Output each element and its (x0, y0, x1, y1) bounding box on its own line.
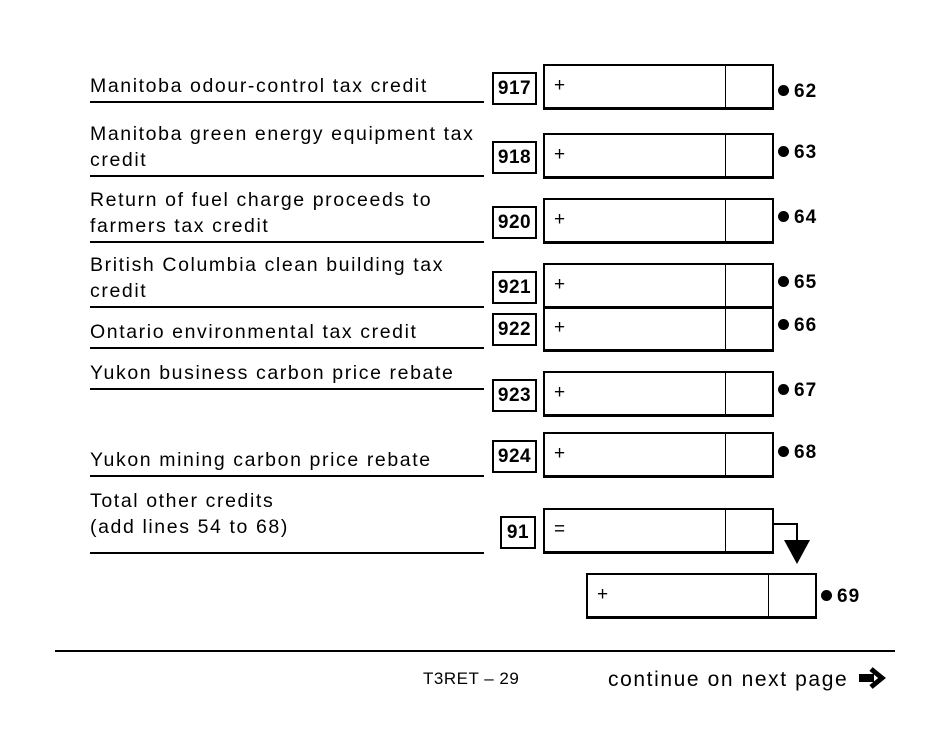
cents-field[interactable] (725, 510, 772, 551)
line-code-box: 923 (492, 379, 537, 412)
line-label: Manitoba green energy equipment tax cred… (90, 121, 484, 177)
amount-field[interactable]: + (543, 198, 774, 244)
carry-down-arrow-icon (772, 523, 810, 564)
cents-field[interactable] (725, 373, 772, 414)
page-number: T3RET – 29 (423, 669, 520, 688)
bullet-icon (778, 211, 789, 222)
line-label: Ontario environmental tax credit (90, 319, 484, 349)
cents-field[interactable] (725, 265, 772, 306)
carry-amount-field[interactable]: + (586, 573, 817, 619)
line-code-box: 924 (492, 440, 537, 473)
line-number: 65 (778, 272, 817, 294)
total-label: Total other credits (add lines 54 to 68) (90, 488, 484, 554)
total-amount-field[interactable]: = (543, 508, 774, 554)
line-label: Yukon mining carbon price rebate (90, 447, 484, 477)
bullet-icon (778, 276, 789, 287)
line-number: 62 (778, 81, 817, 103)
line-label: Return of fuel charge proceeds to farmer… (90, 187, 484, 243)
sign: + (554, 144, 566, 165)
line-code-box: 922 (492, 313, 537, 346)
amount-field[interactable]: + (543, 432, 774, 478)
sign: + (597, 584, 609, 605)
sign: = (554, 519, 566, 540)
sign: + (554, 443, 566, 464)
amount-field[interactable]: + (543, 306, 774, 352)
bullet-icon (778, 146, 789, 157)
arrow-right-icon (858, 667, 886, 689)
bullet-icon (778, 319, 789, 330)
line-number: 63 (778, 142, 817, 164)
amount-field[interactable]: + (543, 263, 774, 309)
line-code-box: 921 (492, 271, 537, 304)
bullet-icon (821, 590, 832, 601)
sign: + (554, 209, 566, 230)
line-number: 67 (778, 380, 817, 402)
line-number: 64 (778, 207, 817, 229)
cents-field[interactable] (725, 200, 772, 241)
line-number: 69 (821, 586, 860, 608)
line-code-box: 91 (500, 516, 536, 549)
cents-field[interactable] (725, 135, 772, 176)
line-label: British Columbia clean building tax cred… (90, 252, 484, 308)
sign: + (554, 317, 566, 338)
line-code-box: 918 (492, 141, 537, 174)
line-code-box: 917 (492, 72, 537, 105)
sign: + (554, 382, 566, 403)
amount-field[interactable]: + (543, 133, 774, 179)
line-number: 68 (778, 442, 817, 464)
cents-field[interactable] (725, 434, 772, 475)
cents-field[interactable] (768, 575, 815, 616)
bullet-icon (778, 85, 789, 96)
bullet-icon (778, 384, 789, 395)
line-label: Manitoba odour-control tax credit (90, 73, 484, 103)
line-label: Yukon business carbon price rebate (90, 360, 484, 390)
cents-field[interactable] (725, 308, 772, 349)
line-code-box: 920 (492, 206, 537, 239)
bullet-icon (778, 446, 789, 457)
continue-note: continue on next page (608, 667, 887, 692)
line-number: 66 (778, 315, 817, 337)
amount-field[interactable]: + (543, 64, 774, 110)
cents-field[interactable] (725, 66, 772, 107)
amount-field[interactable]: + (543, 371, 774, 417)
sign: + (554, 274, 566, 295)
footer-rule (55, 650, 895, 652)
sign: + (554, 75, 566, 96)
